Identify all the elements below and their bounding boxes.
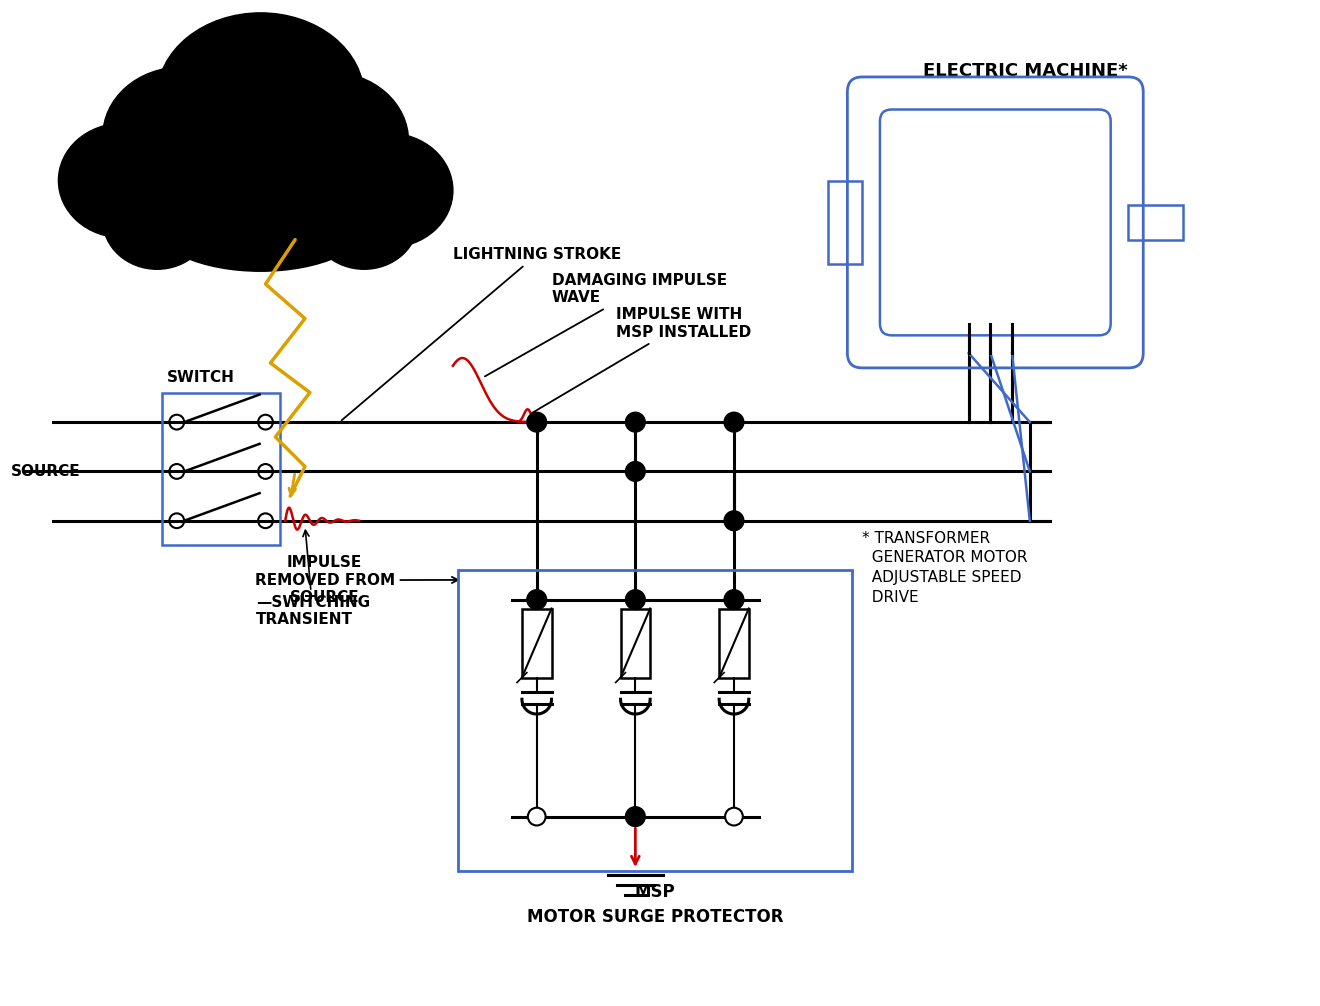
Text: SWITCH: SWITCH (166, 369, 235, 384)
Text: * TRANSFORMER
  GENERATOR MOTOR
  ADJUSTABLE SPEED
  DRIVE: * TRANSFORMER GENERATOR MOTOR ADJUSTABLE… (862, 530, 1028, 605)
Circle shape (626, 412, 645, 432)
Ellipse shape (103, 67, 260, 205)
Bar (620, 609, 651, 678)
Text: IMPULSE WITH
MSP INSTALLED: IMPULSE WITH MSP INSTALLED (532, 307, 751, 412)
Circle shape (725, 590, 744, 610)
Circle shape (725, 511, 744, 530)
Circle shape (528, 591, 545, 609)
Bar (521, 609, 552, 678)
Ellipse shape (251, 72, 408, 210)
Ellipse shape (58, 124, 186, 237)
Circle shape (725, 808, 743, 826)
Ellipse shape (325, 133, 453, 247)
Bar (162, 392, 280, 545)
Circle shape (527, 590, 546, 610)
Ellipse shape (152, 173, 370, 272)
Text: DAMAGING IMPULSE
WAVE: DAMAGING IMPULSE WAVE (484, 273, 726, 376)
Ellipse shape (310, 171, 418, 270)
Circle shape (725, 412, 744, 432)
Text: IMPULSE
REMOVED FROM
SOURCE: IMPULSE REMOVED FROM SOURCE (255, 555, 458, 605)
Text: SOURCE: SOURCE (11, 464, 81, 479)
Text: ELECTRIC MACHINE*: ELECTRIC MACHINE* (923, 62, 1127, 79)
Bar (719, 609, 748, 678)
Ellipse shape (147, 107, 265, 215)
Ellipse shape (157, 13, 364, 180)
Ellipse shape (256, 112, 374, 220)
Circle shape (725, 591, 743, 609)
Circle shape (627, 808, 644, 826)
Bar (828, 180, 862, 265)
Text: LIGHTNING STROKE: LIGHTNING STROKE (342, 247, 622, 421)
Text: MOTOR SURGE PROTECTOR: MOTOR SURGE PROTECTOR (527, 908, 783, 927)
Circle shape (627, 591, 644, 609)
Circle shape (626, 807, 645, 827)
Bar (458, 570, 853, 871)
Circle shape (626, 462, 645, 481)
Bar (1129, 205, 1183, 239)
Ellipse shape (147, 131, 374, 249)
Circle shape (626, 590, 645, 610)
Text: MSP: MSP (635, 882, 676, 900)
Circle shape (527, 412, 546, 432)
Ellipse shape (103, 171, 211, 270)
Text: —SWITCHING
TRANSIENT: —SWITCHING TRANSIENT (256, 530, 370, 627)
Circle shape (528, 808, 545, 826)
